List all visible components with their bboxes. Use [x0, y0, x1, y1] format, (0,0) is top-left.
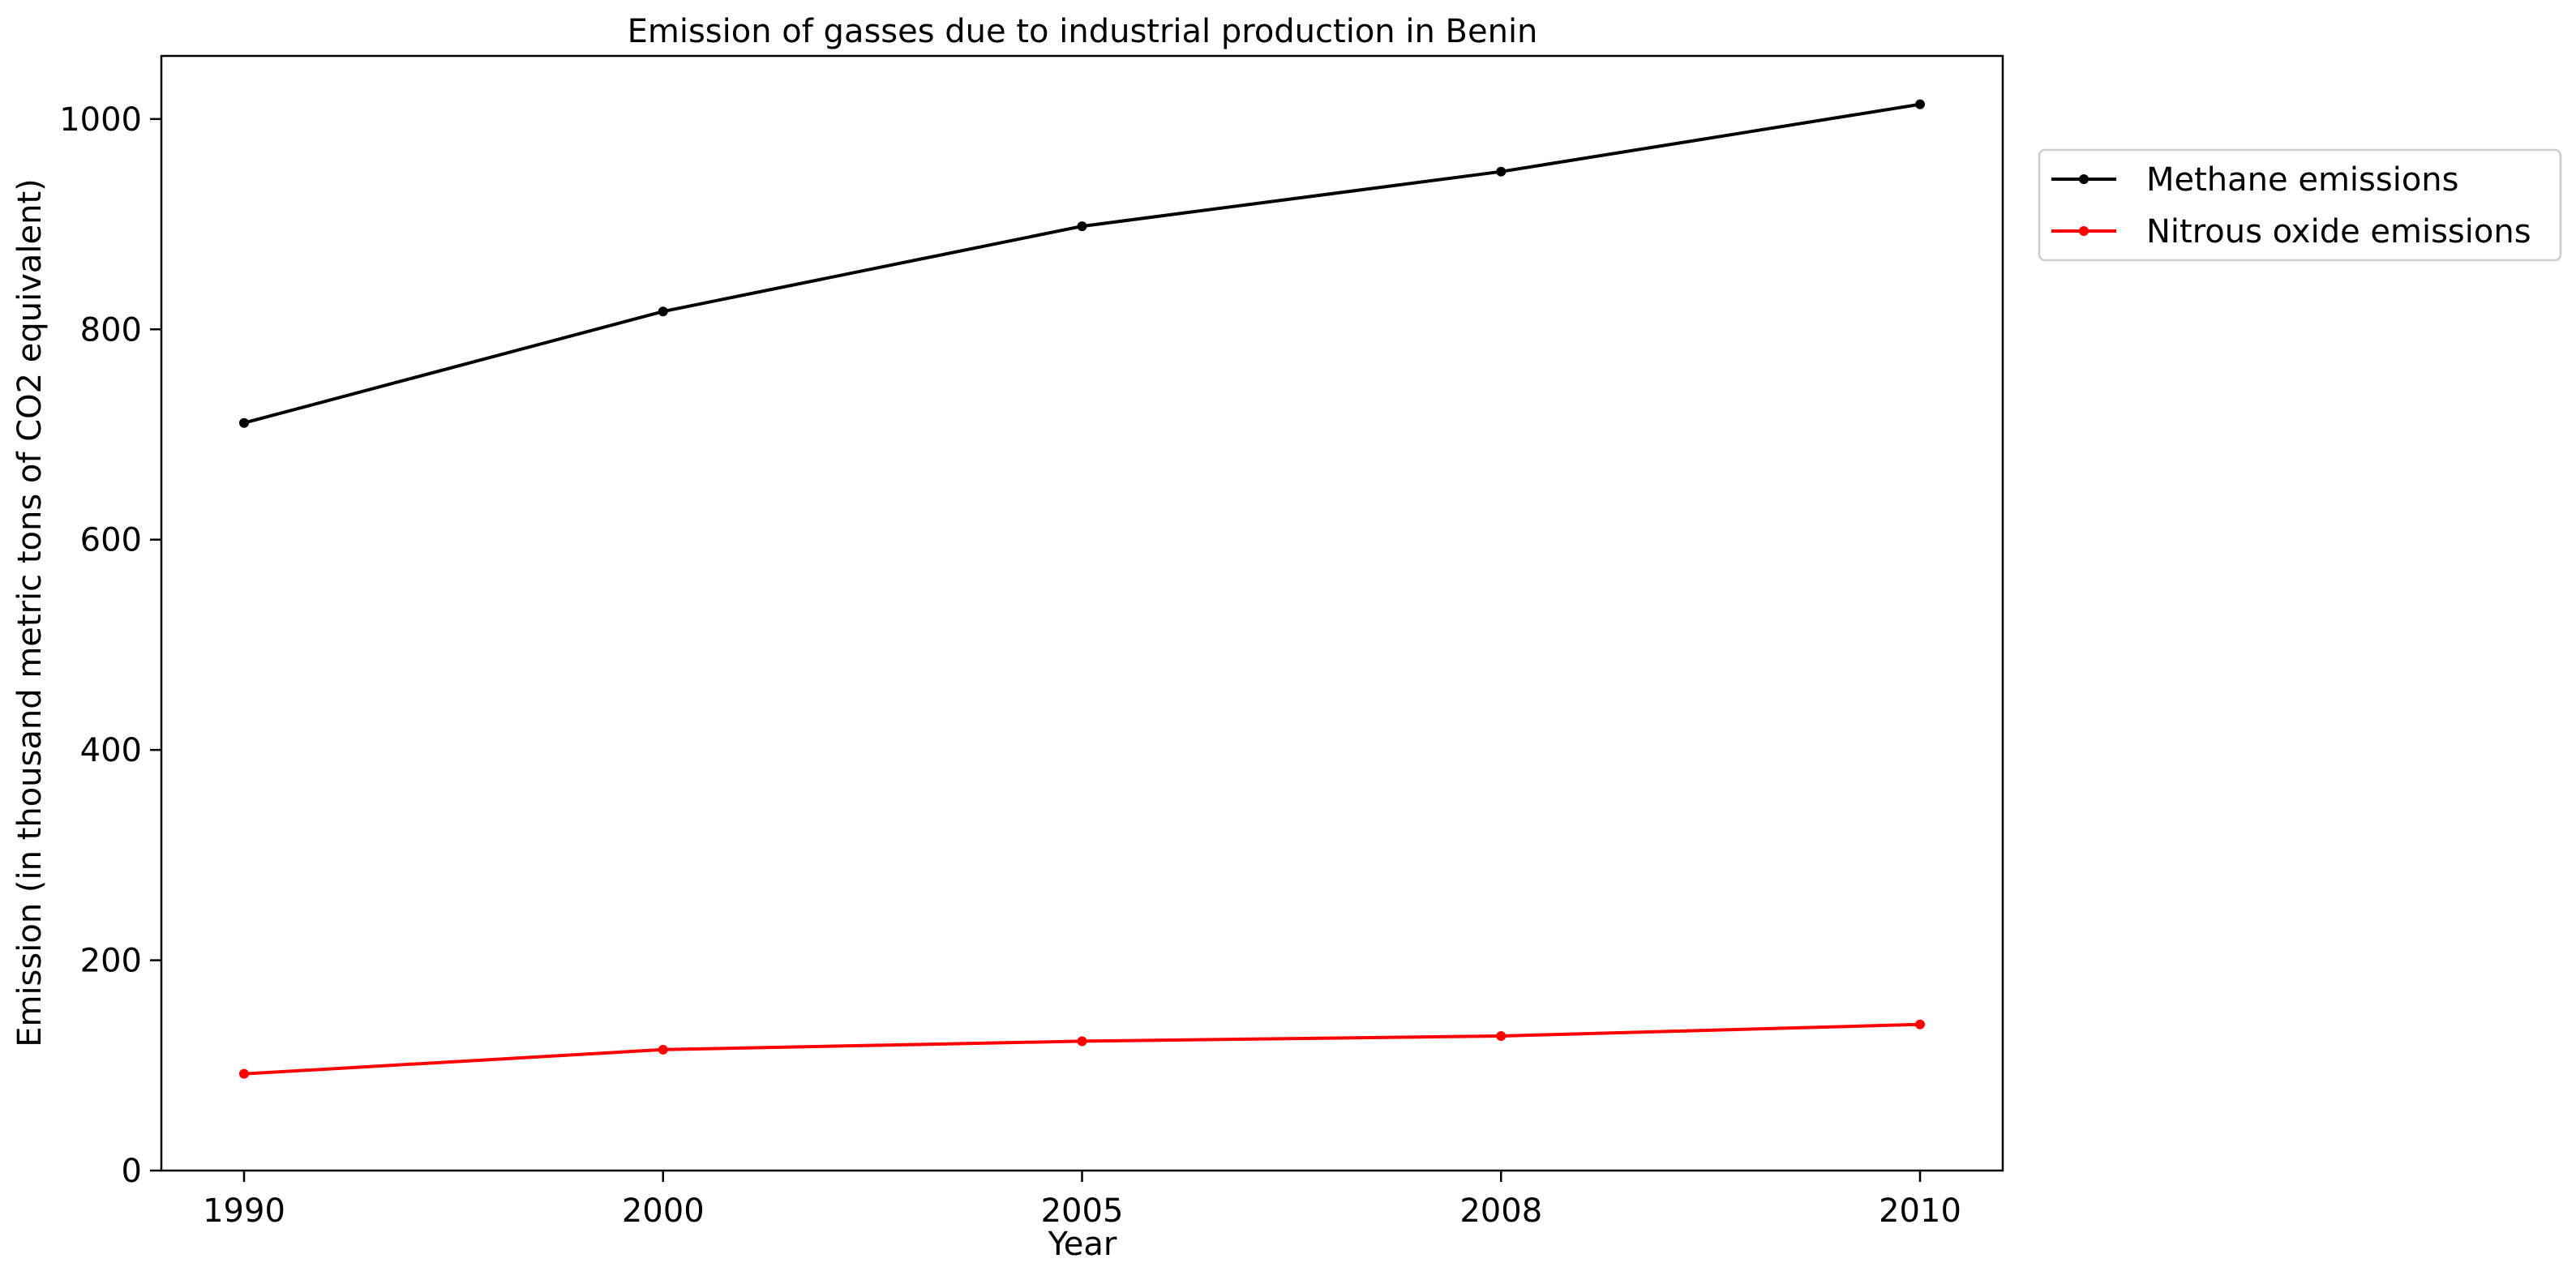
y-tick-label: 400	[80, 732, 142, 769]
y-tick-label: 600	[80, 522, 142, 559]
data-point	[658, 1044, 668, 1055]
legend-label: Methane emissions	[2146, 161, 2459, 199]
x-tick-label: 2010	[1879, 1192, 1961, 1230]
data-point	[1077, 1036, 1087, 1047]
series-nitrous-oxide	[239, 1019, 1925, 1079]
legend-label: Nitrous oxide emissions	[2146, 213, 2531, 250]
y-tick-label: 1000	[59, 101, 142, 139]
data-point	[1496, 1030, 1507, 1041]
data-point	[1496, 166, 1507, 177]
series-layer	[239, 99, 1925, 1079]
data-point	[1077, 221, 1087, 232]
x-axis-label: Year	[1048, 1226, 1117, 1263]
y-tick-label: 0	[122, 1153, 142, 1190]
x-tick-label: 2005	[1041, 1192, 1124, 1230]
series-line	[242, 1022, 1922, 1076]
data-point	[1915, 1019, 1925, 1030]
series-methane	[239, 99, 1925, 428]
y-tick-label: 800	[80, 311, 142, 349]
x-tick-label: 2008	[1459, 1192, 1542, 1230]
y-tick-label: 200	[80, 943, 142, 980]
data-point	[239, 417, 249, 428]
x-tick-label: 2000	[622, 1192, 705, 1230]
series-line	[242, 102, 1922, 426]
data-point	[239, 1068, 249, 1079]
y-axis-label: Emission (in thousand metric tons of CO2…	[11, 178, 49, 1047]
x-tick-label: 1990	[203, 1192, 285, 1230]
data-point	[658, 306, 668, 317]
x-axis: 1990 2000 2005 2008 2010	[203, 1171, 1961, 1230]
legend: Methane emissions Nitrous oxide emissions	[2038, 148, 2562, 262]
legend-frame	[2038, 148, 2562, 262]
data-point	[1915, 99, 1925, 109]
legend-marker	[2079, 226, 2089, 236]
y-axis: 0 200 400 600 800 1000	[59, 101, 161, 1190]
legend-marker	[2079, 174, 2089, 184]
chart-title: Emission of gasses due to industrial pro…	[628, 13, 1538, 50]
